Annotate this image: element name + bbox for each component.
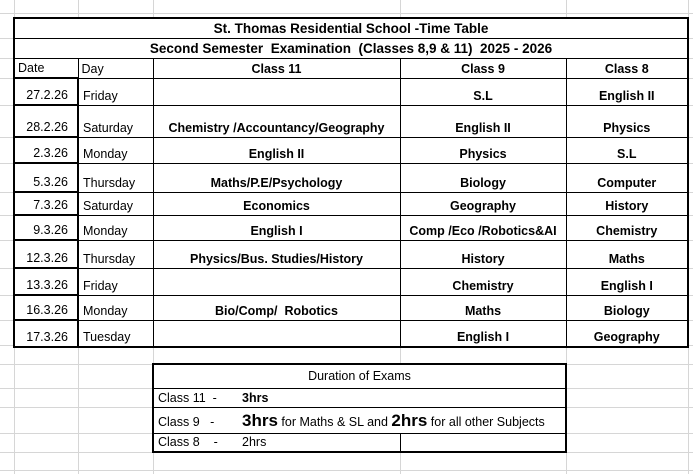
- header-date[interactable]: Date: [13, 57, 79, 79]
- class9-cell[interactable]: Physics: [399, 136, 567, 164]
- date-cell[interactable]: 12.3.26: [13, 239, 79, 269]
- class11-cell[interactable]: [152, 267, 401, 296]
- class11-cell[interactable]: [152, 77, 401, 106]
- day-cell[interactable]: Monday: [77, 136, 154, 164]
- day-cell[interactable]: Friday: [77, 77, 154, 106]
- date-cell[interactable]: 9.3.26: [13, 214, 79, 241]
- class9-cell[interactable]: Chemistry: [399, 267, 567, 296]
- class11-cell[interactable]: English II: [152, 136, 401, 164]
- duration-class11-value: 3hrs: [242, 390, 269, 405]
- date-cell[interactable]: 5.3.26: [13, 162, 79, 193]
- class9-cell[interactable]: Biology: [399, 162, 567, 193]
- duration-class9-label: Class 9 -: [158, 414, 215, 429]
- gridline: [0, 470, 693, 471]
- class11-cell[interactable]: Maths/P.E/Psychology: [152, 162, 401, 193]
- exam-row: 16.3.26 Monday Bio/Comp/ Robotics Maths …: [13, 294, 689, 321]
- exam-row: 2.3.26 Monday English II Physics S.L: [13, 136, 689, 164]
- duration-title[interactable]: Duration of Exams: [152, 363, 567, 389]
- day-cell[interactable]: Monday: [77, 294, 154, 321]
- day-cell[interactable]: Thursday: [77, 162, 154, 193]
- duration-class11-cell[interactable]: Class 11 - 3hrs: [152, 387, 567, 408]
- class11-cell[interactable]: [152, 319, 401, 348]
- header-class8[interactable]: Class 8: [565, 57, 689, 79]
- title-row: St. Thomas Residential School -Time Tabl…: [13, 17, 689, 39]
- class11-cell[interactable]: Chemistry /Accountancy/Geography: [152, 104, 401, 138]
- date-cell[interactable]: 17.3.26: [13, 319, 79, 348]
- header-day[interactable]: Day: [77, 57, 154, 79]
- day-cell[interactable]: Saturday: [77, 191, 154, 216]
- class11-cell[interactable]: Physics/Bus. Studies/History: [152, 239, 401, 269]
- class9-cell[interactable]: English II: [399, 104, 567, 138]
- class8-cell[interactable]: English II: [565, 77, 689, 106]
- class9-cell[interactable]: Comp /Eco /Robotics&AI: [399, 214, 567, 241]
- class9-cell[interactable]: Geography: [399, 191, 567, 216]
- class8-cell[interactable]: Chemistry: [565, 214, 689, 241]
- class11-cell[interactable]: Bio/Comp/ Robotics: [152, 294, 401, 321]
- class8-cell[interactable]: S.L: [565, 136, 689, 164]
- class8-cell[interactable]: Geography: [565, 319, 689, 348]
- duration-class8-cell[interactable]: Class 8 - 2hrs: [152, 432, 401, 453]
- sheet-title[interactable]: St. Thomas Residential School -Time Tabl…: [13, 17, 689, 39]
- duration-class9-hours1: 3hrs: [242, 410, 278, 430]
- header-row: Date Day Class 11 Class 9 Class 8: [13, 57, 689, 79]
- header-class9[interactable]: Class 9: [399, 57, 567, 79]
- exam-row: 27.2.26 Friday S.L English II: [13, 77, 689, 106]
- gridline: [0, 13, 693, 14]
- class8-cell[interactable]: Biology: [565, 294, 689, 321]
- duration-class9-row: Class 9 - 3hrs for Maths & SL and 2hrs fo…: [152, 406, 567, 434]
- class9-cell[interactable]: S.L: [399, 77, 567, 106]
- duration-class8-row: Class 8 - 2hrs: [152, 432, 567, 453]
- exam-row: 9.3.26 Monday English I Comp /Eco /Robot…: [13, 214, 689, 241]
- duration-class8-value: 2hrs: [242, 435, 267, 449]
- day-cell[interactable]: Saturday: [77, 104, 154, 138]
- exam-row: 12.3.26 Thursday Physics/Bus. Studies/Hi…: [13, 239, 689, 269]
- date-cell[interactable]: 7.3.26: [13, 191, 79, 216]
- day-cell[interactable]: Friday: [77, 267, 154, 296]
- exam-row: 5.3.26 Thursday Maths/P.E/Psychology Bio…: [13, 162, 689, 193]
- class8-cell[interactable]: History: [565, 191, 689, 216]
- exam-row: 7.3.26 Saturday Economics Geography Hist…: [13, 191, 689, 216]
- duration-of-exams-box: Duration of Exams Class 11 - 3hrs Class 9…: [152, 363, 567, 453]
- day-cell[interactable]: Tuesday: [77, 319, 154, 348]
- exam-timetable: St. Thomas Residential School -Time Tabl…: [13, 17, 689, 348]
- class9-cell[interactable]: Maths: [399, 294, 567, 321]
- exam-row: 28.2.26 Saturday Chemistry /Accountancy/…: [13, 104, 689, 138]
- class9-cell[interactable]: English I: [399, 319, 567, 348]
- date-cell[interactable]: 27.2.26: [13, 77, 79, 106]
- class8-cell[interactable]: Physics: [565, 104, 689, 138]
- duration-class9-cell[interactable]: Class 9 - 3hrs for Maths & SL and 2hrs fo…: [152, 406, 567, 434]
- class11-cell[interactable]: English I: [152, 214, 401, 241]
- day-cell[interactable]: Monday: [77, 214, 154, 241]
- sheet-subtitle[interactable]: Second Semester Examination (Classes 8,9…: [13, 37, 689, 59]
- date-cell[interactable]: 28.2.26: [13, 104, 79, 138]
- class11-cell[interactable]: Economics: [152, 191, 401, 216]
- duration-class11-row: Class 11 - 3hrs: [152, 387, 567, 408]
- date-cell[interactable]: 16.3.26: [13, 294, 79, 321]
- class9-cell[interactable]: History: [399, 239, 567, 269]
- date-cell[interactable]: 2.3.26: [13, 136, 79, 164]
- duration-class8-label: Class 8 -: [158, 435, 218, 449]
- duration-class9-text2: for all other Subjects: [427, 414, 545, 429]
- subtitle-row: Second Semester Examination (Classes 8,9…: [13, 37, 689, 59]
- duration-empty-cell[interactable]: [399, 432, 567, 453]
- duration-class9-text: for Maths & SL and: [277, 414, 392, 429]
- day-cell[interactable]: Thursday: [77, 239, 154, 269]
- duration-class11-label: Class 11 -: [158, 390, 217, 405]
- duration-title-row: Duration of Exams: [152, 363, 567, 389]
- class8-cell[interactable]: Maths: [565, 239, 689, 269]
- class8-cell[interactable]: Computer: [565, 162, 689, 193]
- exam-row: 13.3.26 Friday Chemistry English I: [13, 267, 689, 296]
- class8-cell[interactable]: English I: [565, 267, 689, 296]
- header-class11[interactable]: Class 11: [152, 57, 401, 79]
- date-cell[interactable]: 13.3.26: [13, 267, 79, 296]
- duration-class9-hours2: 2hrs: [391, 410, 428, 430]
- exam-row: 17.3.26 Tuesday English I Geography: [13, 319, 689, 348]
